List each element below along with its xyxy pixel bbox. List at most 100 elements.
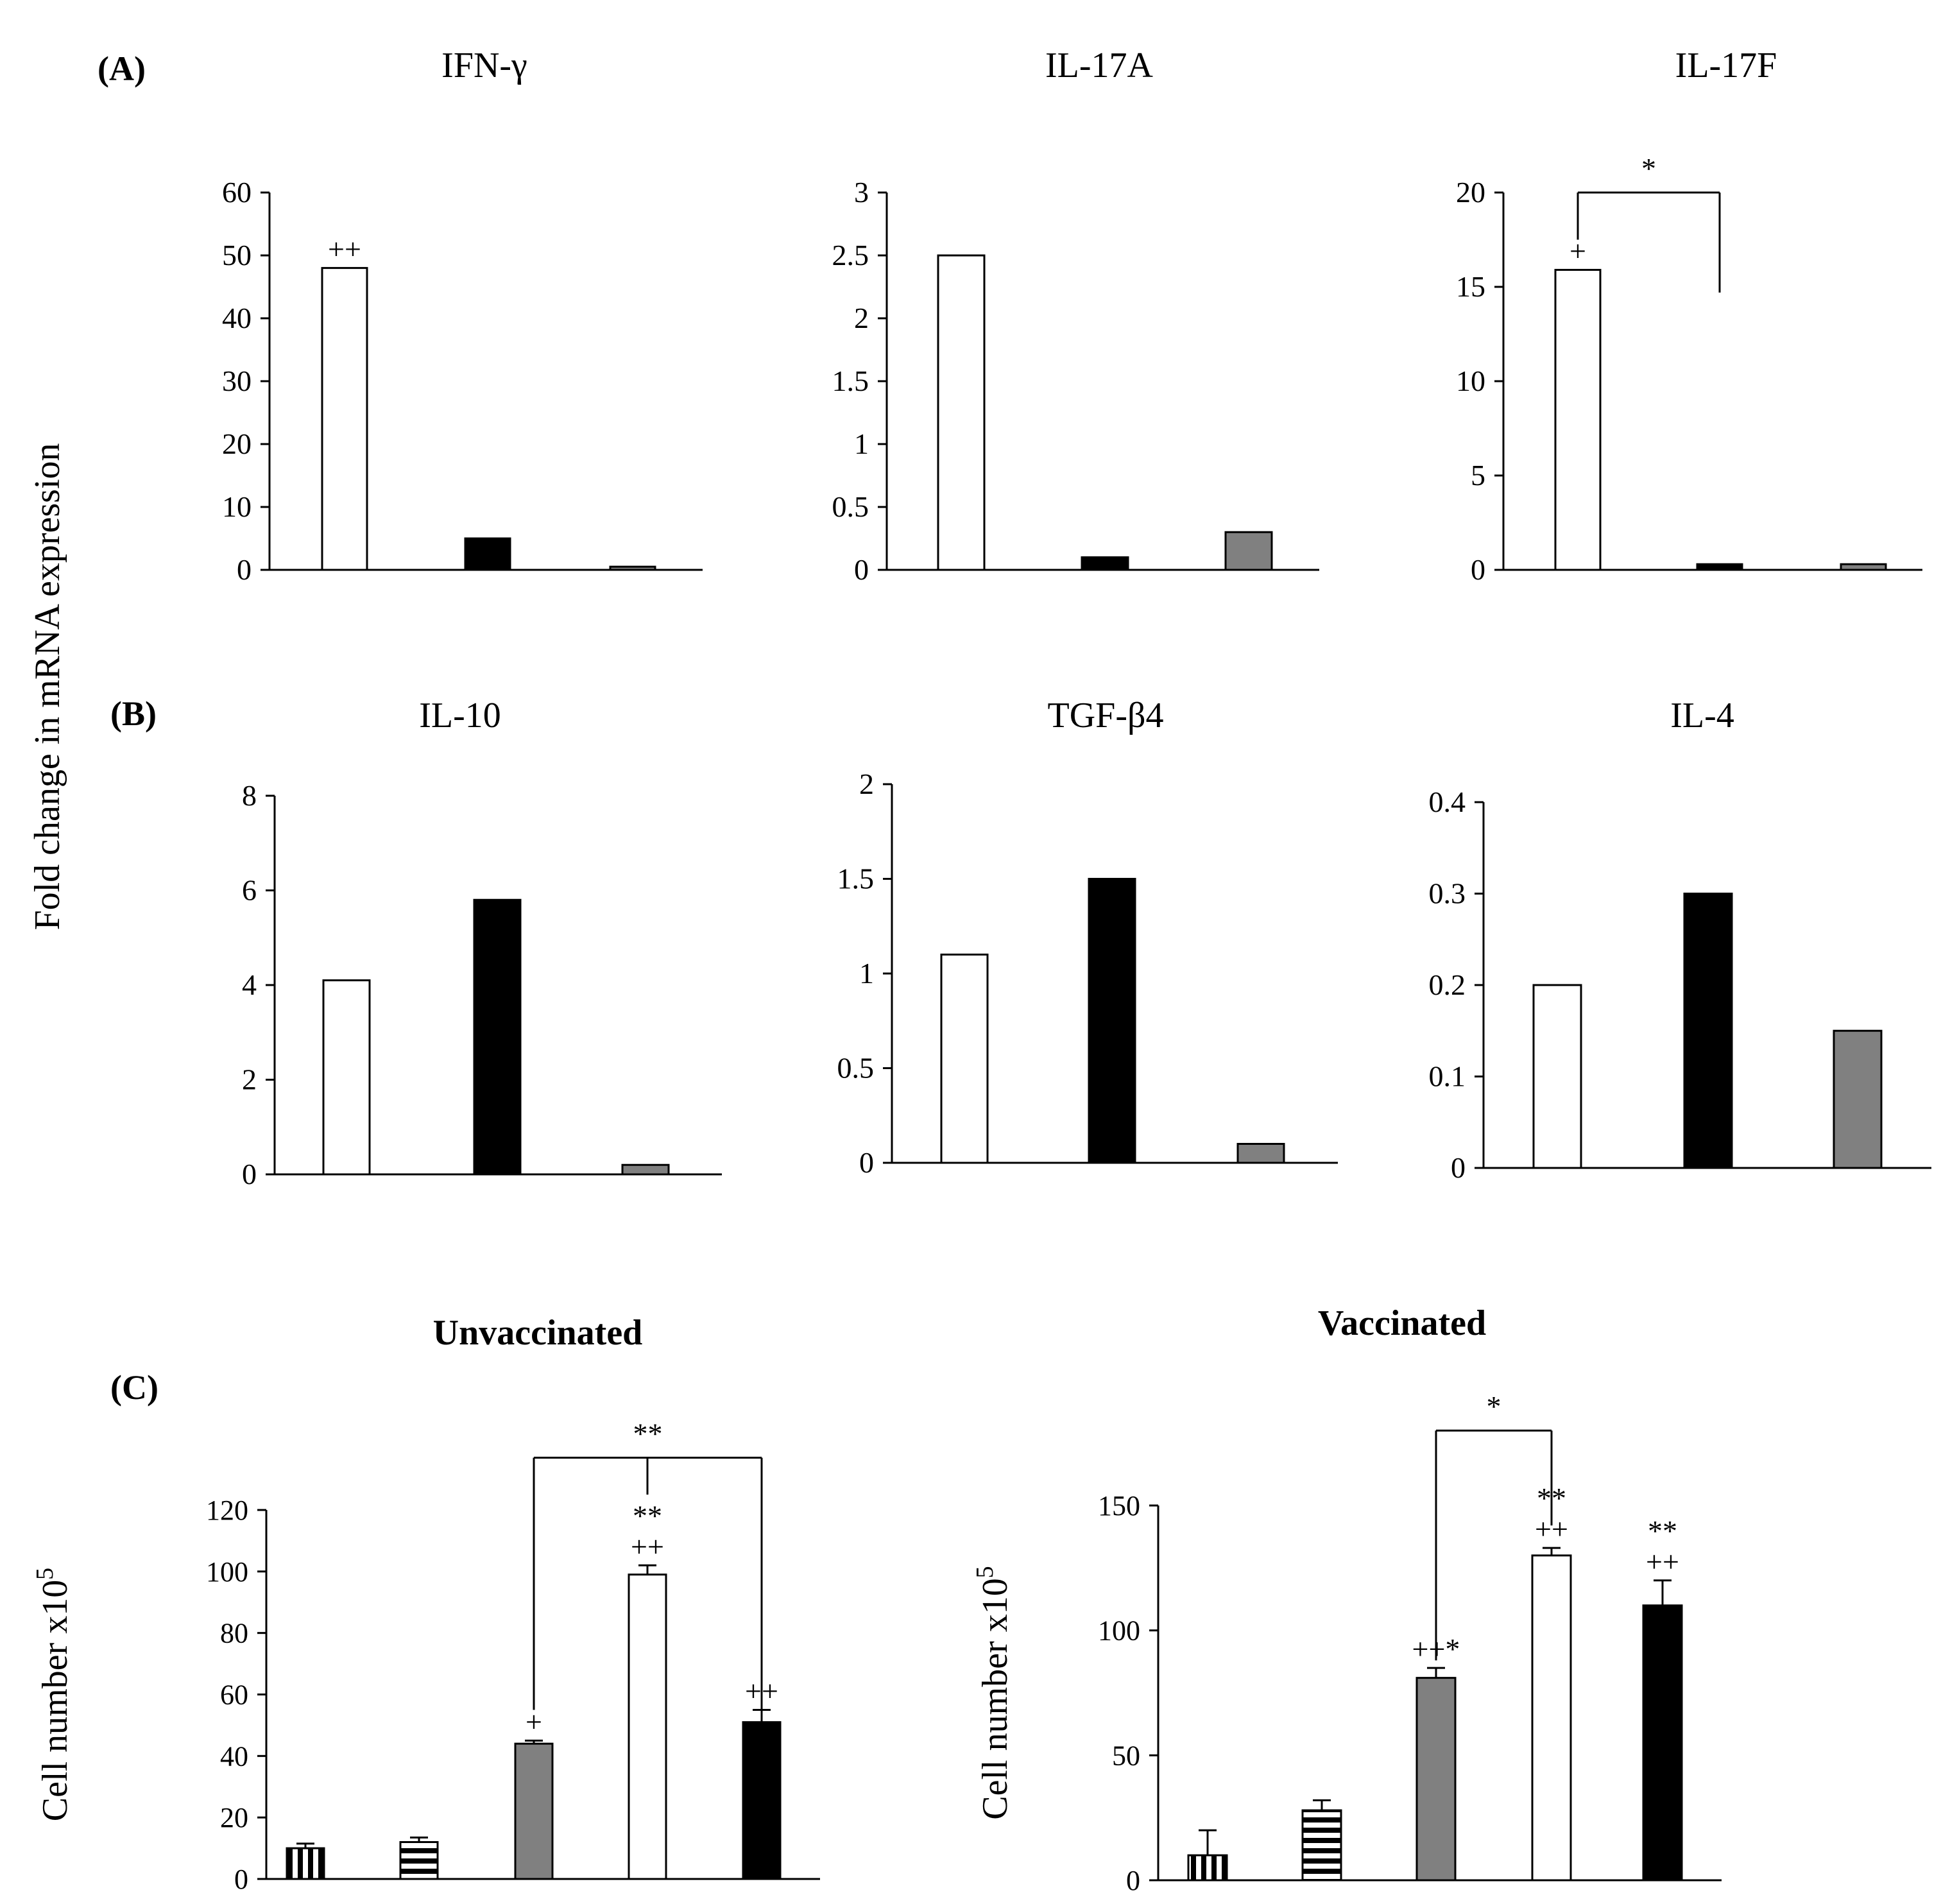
bar	[1642, 1604, 1683, 1882]
y-tick-label: 8	[242, 779, 257, 812]
chart-title: Vaccinated	[1318, 1303, 1486, 1343]
y-tick-label: 0	[242, 1158, 257, 1190]
bar	[1833, 1029, 1883, 1169]
bar	[1236, 1143, 1285, 1164]
y-tick-label: 0.5	[832, 490, 869, 523]
y-tick-label: 0	[859, 1146, 874, 1179]
y-tick-label: 5	[1471, 459, 1485, 492]
y-tick-label: 2	[859, 768, 874, 800]
bar	[1840, 563, 1887, 571]
y-tick-label: 0	[1471, 553, 1485, 586]
y-tick-label: 1.5	[837, 862, 875, 895]
y-tick-label: 60	[220, 1679, 248, 1711]
bar	[937, 254, 986, 571]
bar	[1531, 1554, 1572, 1882]
bar	[940, 954, 989, 1164]
bar	[286, 1847, 325, 1880]
y-tick-label: 0	[1126, 1865, 1140, 1896]
y-tick-label: 100	[1098, 1615, 1140, 1647]
bar	[1415, 1677, 1457, 1882]
y-tick-label: 20	[222, 427, 252, 460]
bar	[1554, 269, 1602, 571]
y-tick-label: 30	[222, 365, 252, 397]
bar	[321, 267, 368, 571]
bar	[1187, 1854, 1228, 1882]
bracket-label: *	[1641, 152, 1656, 185]
y-tick-label: 2	[854, 302, 869, 334]
y-tick-label: 1	[859, 957, 874, 990]
y-tick-label: 15	[1456, 270, 1485, 303]
bar	[473, 898, 522, 1176]
y-axis-label-superscript: 5	[971, 1566, 998, 1578]
bar	[1532, 984, 1582, 1169]
bar	[609, 565, 656, 571]
panel-letter-a: (A)	[98, 49, 146, 88]
y-tick-label: 50	[1112, 1740, 1140, 1771]
y-tick-label: 3	[854, 176, 869, 209]
bar	[514, 1742, 554, 1880]
significance-mark: **	[1648, 1514, 1677, 1547]
chart-il-17f: IL-17F 0 5 10 15 20 + *	[1456, 46, 1922, 586]
chart-il-17a: IL-17A 0 0.5 1 1.5 2 2.5 3	[832, 46, 1319, 586]
y-axis-label-fold-change: Fold change in mRNA expression	[28, 443, 67, 930]
significance-mark: ++	[328, 233, 361, 266]
bracket-label: *	[1487, 1390, 1501, 1423]
y-tick-label: 0.1	[1429, 1060, 1466, 1093]
y-tick-label: 4	[242, 968, 257, 1001]
y-tick-label: 0.4	[1429, 785, 1466, 818]
chart-title: IL-17F	[1675, 46, 1777, 85]
significance-mark: ++	[631, 1530, 664, 1563]
y-tick-label: 10	[222, 490, 252, 523]
significance-mark: +	[526, 1705, 542, 1738]
chart-title: TGF-β4	[1048, 696, 1164, 735]
chart-il-4: IL-4 0 0.1 0.2 0.3 0.4	[1429, 696, 1931, 1184]
panel-letter-c: (C)	[110, 1368, 158, 1407]
y-tick-label: 0	[237, 553, 252, 586]
y-tick-label: 0.3	[1429, 877, 1466, 910]
bracket-label: **	[633, 1418, 663, 1450]
bar	[1696, 563, 1743, 571]
y-tick-label: 120	[206, 1495, 248, 1526]
y-tick-label: 10	[1456, 365, 1485, 397]
y-tick-label: 150	[1098, 1490, 1140, 1522]
chart-title: IL-4	[1670, 696, 1734, 735]
panel-letter-b: (B)	[110, 694, 157, 733]
y-tick-label: 6	[242, 874, 257, 907]
chart-title: IL-17A	[1045, 46, 1154, 85]
chart-tgf-beta4: TGF-β4 0 0.5 1 1.5 2	[837, 696, 1338, 1179]
chart-il-10: IL-10 0 2 4 6 8	[242, 696, 722, 1190]
bar	[1081, 556, 1129, 571]
y-tick-label: 20	[1456, 176, 1485, 209]
y-axis-label-superscript: 5	[31, 1568, 58, 1580]
chart-title: IL-10	[419, 696, 501, 735]
y-tick-label: 1.5	[832, 365, 869, 397]
significance-mark: **	[633, 1499, 662, 1532]
y-axis-label: Cell number x105	[971, 1566, 1015, 1819]
y-tick-label: 0	[1451, 1151, 1466, 1184]
bar	[1301, 1809, 1342, 1882]
chart-title: Unvaccinated	[433, 1313, 643, 1353]
y-tick-label: 0	[234, 1864, 248, 1895]
y-axis-label: Cell number x105	[31, 1568, 75, 1821]
y-tick-label: 40	[222, 302, 252, 334]
y-tick-label: 0	[854, 553, 869, 586]
bar	[742, 1721, 782, 1880]
y-tick-label: 50	[222, 239, 252, 271]
bar	[1088, 878, 1136, 1164]
chart-unvaccinated: Unvaccinated Cell number x105 0 20 40 60 80 100…	[31, 1313, 820, 1895]
y-tick-label: 2	[242, 1063, 257, 1096]
bar	[399, 1841, 439, 1880]
bar	[464, 537, 511, 571]
y-tick-label: 1	[854, 427, 869, 460]
y-tick-label: 0.5	[837, 1052, 875, 1085]
y-tick-label: 20	[220, 1802, 248, 1833]
significance-mark: ++	[1646, 1545, 1679, 1578]
y-tick-label: 100	[206, 1556, 248, 1588]
bar	[1683, 893, 1733, 1169]
y-tick-label: 40	[220, 1740, 248, 1772]
bar	[322, 979, 371, 1176]
chart-ifn-gamma: IFN-γ 0 10 20 30 40 50 60 ++	[222, 46, 703, 586]
bar	[628, 1574, 667, 1880]
